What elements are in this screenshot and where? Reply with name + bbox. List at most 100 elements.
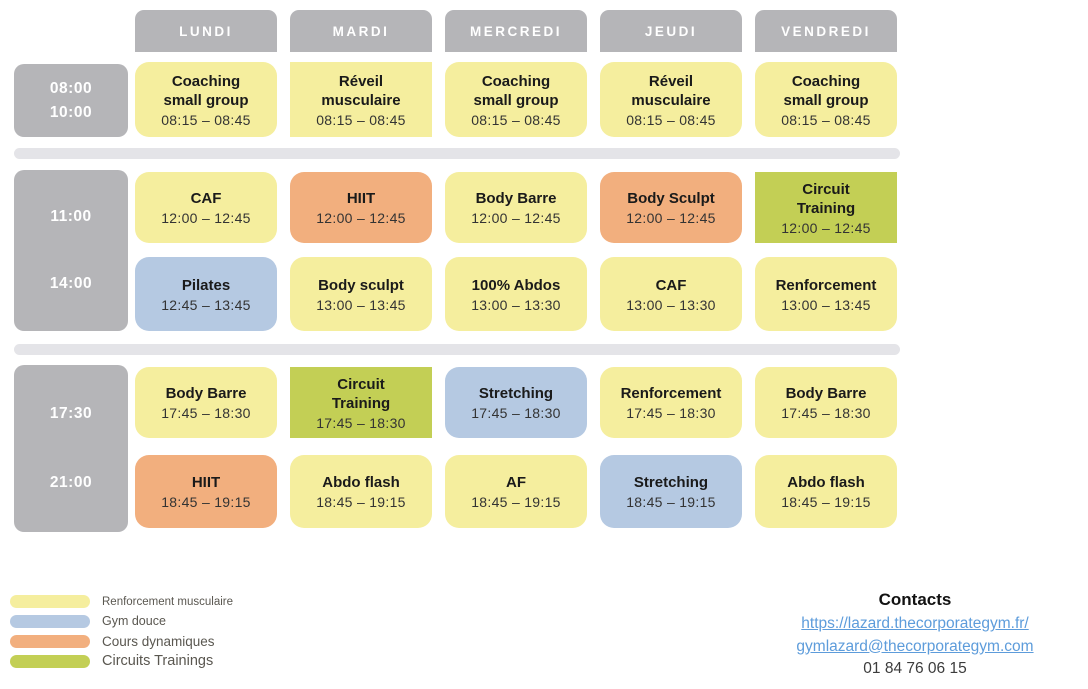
class-title: Coaching small group [783,72,869,109]
class-title: Coaching small group [163,72,249,109]
phone-number: 01 84 76 06 15 [863,660,967,677]
class-title: AF [506,474,526,491]
class-cell-lundi: CAF 12:00 – 12:45 [135,172,277,243]
class-cell-mardi: HIIT 12:00 – 12:45 [290,172,432,243]
class-title: CAF [655,276,687,294]
legend-label: Cours dynamiques [102,634,215,649]
class-time: 08:15 – 08:45 [626,111,716,128]
legend-swatch [10,595,90,608]
class-time: 17:45 – 18:30 [316,414,406,431]
class-time: 13:00 – 13:30 [471,296,561,313]
class-title: Body Barre [785,385,867,402]
legend-label: Renforcement musculaire [102,595,234,608]
email-link[interactable]: gymlazard@thecorporategym.com [796,637,1034,655]
class-time: 12:00 – 12:45 [781,219,871,236]
class-time: 12:00 – 12:45 [626,210,716,226]
class-title: HIIT [346,190,376,207]
class-title: Renforcement [620,385,722,402]
class-title: 100% Abdos [471,276,561,294]
class-time: 12:45 – 13:45 [161,296,251,313]
legend-label: Gym douce [102,614,166,628]
day-header-lundi: LUNDI [135,10,277,52]
class-title: Body Barre [165,385,247,402]
class-title: Coaching small group [473,72,559,109]
class-time: 13:00 – 13:45 [781,296,871,313]
class-time: 17:45 – 18:30 [161,405,251,421]
class-title: CAF [190,190,222,207]
row-divider [14,344,900,355]
website-link[interactable]: https://lazard.thecorporategym.fr/ [801,615,1029,632]
class-cell-mercredi: Body Barre 12:00 – 12:45 [445,172,587,243]
class-time: 13:00 – 13:45 [316,296,406,313]
class-cell-jeudi: CAF 13:00 – 13:30 [600,257,742,331]
class-time: 08:15 – 08:45 [471,111,561,128]
class-cell-mardi: Réveil musculaire 08:15 – 08:45 [290,62,432,137]
class-time: 17:45 – 18:30 [471,405,561,421]
class-cell-jeudi: Réveil musculaire 08:15 – 08:45 [600,62,742,137]
time-label: 14:00 [49,274,93,292]
class-time: 18:45 – 19:15 [781,494,871,510]
day-header-jeudi: JEUDI [600,10,742,52]
class-time: 08:15 – 08:45 [781,111,871,128]
class-cell-mardi: Abdo flash 18:45 – 19:15 [290,455,432,528]
class-title: Abdo flash [322,474,400,491]
class-time: 12:00 – 12:45 [161,210,251,226]
legend-item: Renforcement musculaire [10,595,233,608]
class-cell-mardi: Circuit Training 17:45 – 18:30 [290,367,432,438]
class-title: Body Barre [475,190,557,207]
class-title: Pilates [181,276,231,294]
time-label: 11:00 [50,208,92,226]
class-time: 17:45 – 18:30 [626,405,716,421]
class-cell-lundi: Body Barre 17:45 – 18:30 [135,367,277,438]
class-time: 18:45 – 19:15 [471,494,561,510]
class-cell-mardi: Body sculpt 13:00 – 13:45 [290,257,432,331]
class-time: 18:45 – 19:15 [626,494,716,510]
class-title: Réveil musculaire [631,72,711,109]
class-time: 18:45 – 19:15 [316,494,406,510]
class-time: 08:15 – 08:45 [316,111,406,128]
class-cell-lundi: Pilates 12:45 – 13:45 [135,257,277,331]
class-cell-vendredi: Abdo flash 18:45 – 19:15 [755,455,897,528]
class-cell-mercredi: Stretching 17:45 – 18:30 [445,367,587,438]
class-title: Stretching [478,385,554,402]
legend-swatch [10,635,90,648]
class-cell-mercredi: AF 18:45 – 19:15 [445,455,587,528]
time-block-3: 17:30 21:00 [14,365,128,532]
class-title: Circuit Training [796,180,856,217]
class-cell-lundi: HIIT 18:45 – 19:15 [135,455,277,528]
class-cell-jeudi: Renforcement 17:45 – 18:30 [600,367,742,438]
class-cell-vendredi: Body Barre 17:45 – 18:30 [755,367,897,438]
time-label: 08:00 [49,79,93,97]
legend-swatch [10,614,90,628]
class-cell-mercredi: Coaching small group 08:15 – 08:45 [445,62,587,137]
contacts-title: Contacts [878,590,952,609]
class-title: Body sculpt [318,276,404,294]
class-time: 12:00 – 12:45 [316,210,406,226]
class-time: 12:00 – 12:45 [471,210,561,226]
class-title: Renforcement [775,276,877,294]
time-label: 21:00 [49,474,93,492]
class-cell-lundi: Coaching small group 08:15 – 08:45 [135,62,277,137]
class-cell-vendredi: Circuit Training 12:00 – 12:45 [755,172,897,243]
class-time: 18:45 – 19:15 [161,494,251,510]
class-cell-vendredi: Renforcement 13:00 – 13:45 [755,257,897,331]
time-block-1: 08:00 10:00 [14,64,128,137]
class-title: HIIT [191,474,221,491]
legend-swatch [10,654,90,668]
class-cell-mercredi: 100% Abdos 13:00 – 13:30 [445,257,587,331]
class-cell-vendredi: Coaching small group 08:15 – 08:45 [755,62,897,137]
day-header-vendredi: VENDREDI [755,10,897,52]
class-time: 08:15 – 08:45 [161,111,251,128]
time-label: 10:00 [49,103,93,121]
class-title: Abdo flash [787,474,865,491]
time-block-2: 11:00 14:00 [14,170,128,331]
legend-item: Gym douce [10,614,166,628]
class-cell-jeudi: Stretching 18:45 – 19:15 [600,455,742,528]
class-title: Circuit Training [331,375,391,412]
day-header-mardi: MARDI [290,10,432,52]
class-cell-jeudi: Body Sculpt 12:00 – 12:45 [600,172,742,243]
class-title: Stretching [633,474,709,491]
row-divider [14,148,900,159]
class-title: Body Sculpt [627,190,715,207]
